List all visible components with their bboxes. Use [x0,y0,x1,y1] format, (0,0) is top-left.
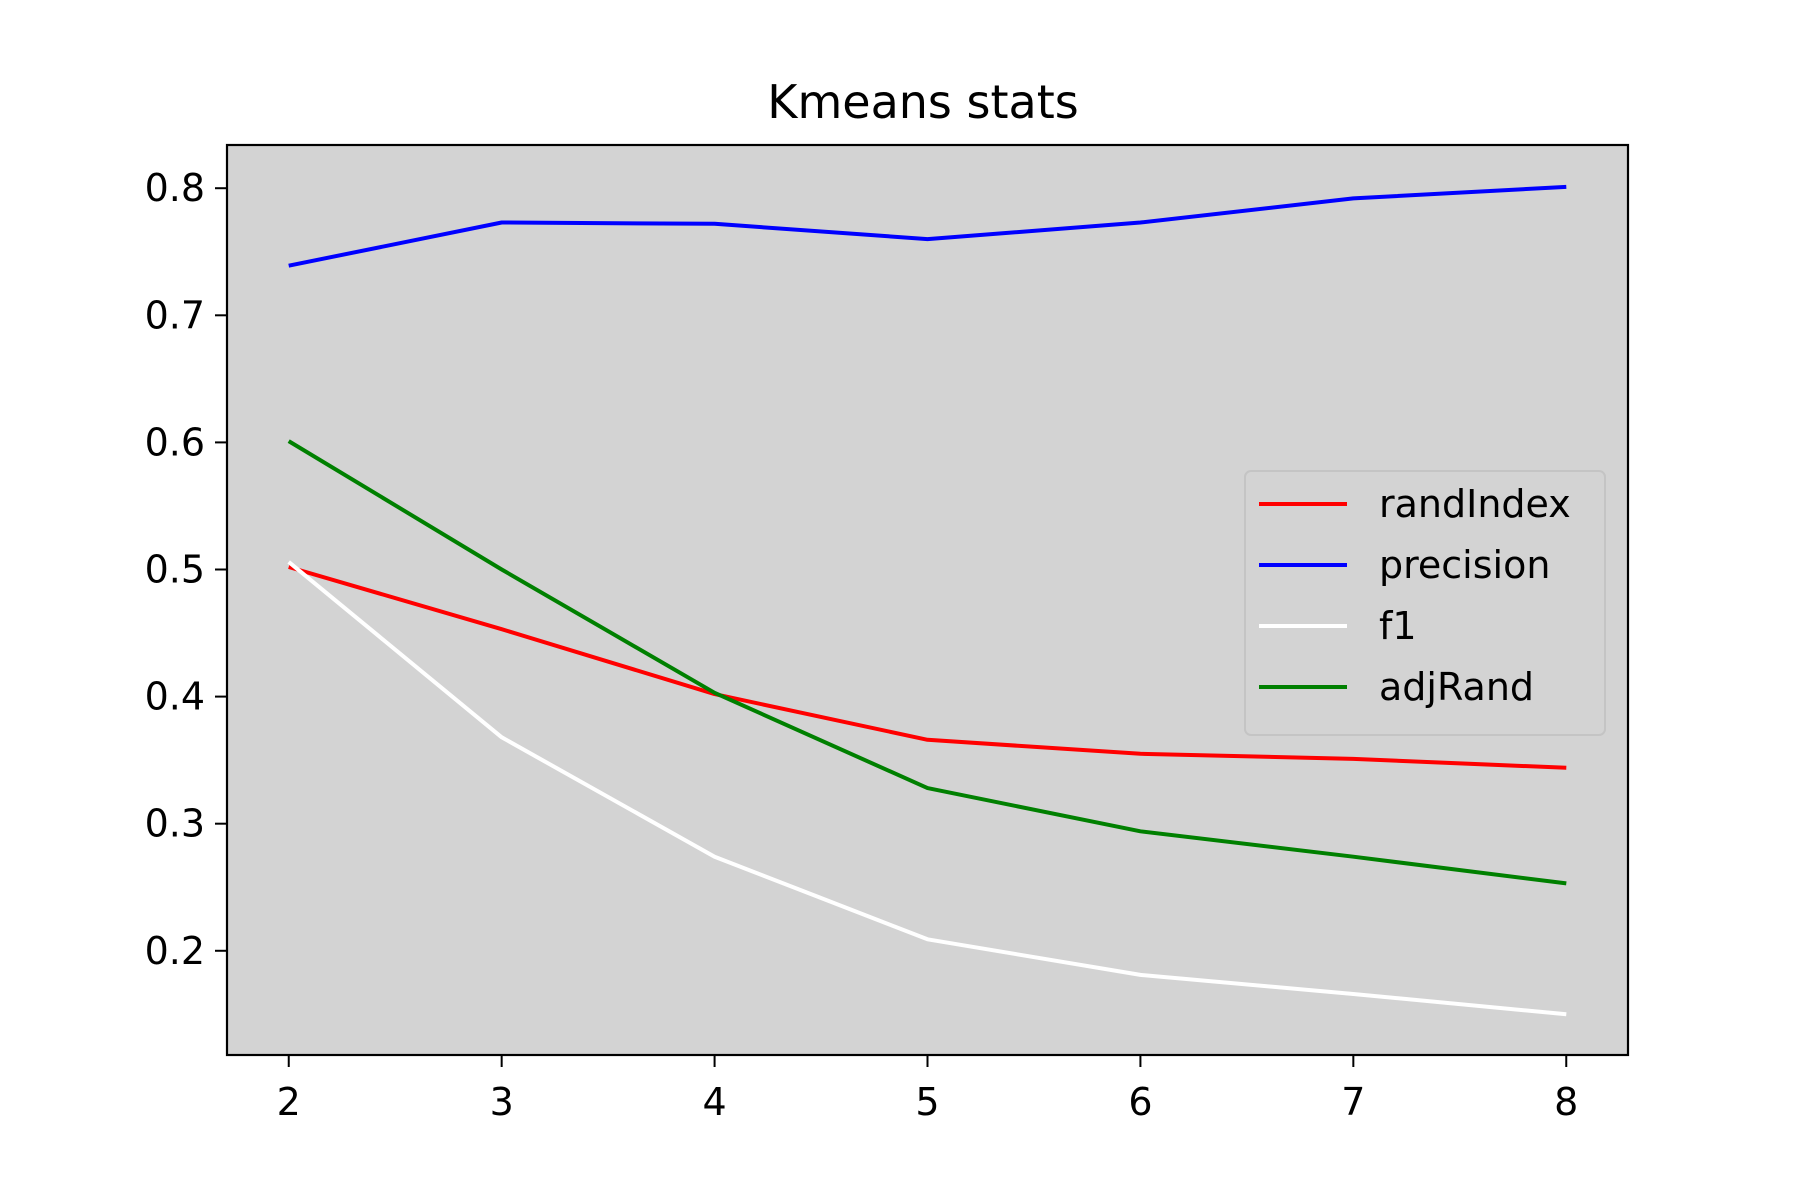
y-tick-label: 0.8 [145,166,205,210]
x-tick-label: 5 [915,1080,939,1124]
series-line-precision [288,184,1567,268]
x-axis: 2 3 4 5 6 7 8 [277,1055,1578,1124]
x-tick-label: 3 [490,1080,514,1124]
y-tick-label: 0.7 [145,293,205,337]
y-tick-label: 0.3 [145,802,205,846]
x-tick-label: 7 [1341,1080,1365,1124]
y-axis: 0.2 0.3 0.4 0.5 0.6 0.7 0.8 [145,166,227,973]
x-tick-label: 4 [702,1080,726,1124]
y-tick-label: 0.6 [145,420,205,464]
legend: randIndex precision f1 adjRand [1244,470,1606,736]
legend-box [1244,470,1606,736]
legend-label-f1: f1 [1379,604,1417,648]
chart-title: Kmeans stats [767,75,1078,129]
legend-label-precision: precision [1379,543,1550,587]
y-tick-label: 0.5 [145,547,205,591]
series-line-adjRand [287,439,1567,886]
series-line-f1 [287,560,1567,1017]
x-tick-label: 6 [1128,1080,1152,1124]
x-tick-label: 2 [277,1080,301,1124]
legend-label-adjRand: adjRand [1379,665,1534,709]
series-line-randIndex [288,565,1567,770]
y-tick-label: 0.4 [145,675,205,719]
legend-label-randIndex: randIndex [1379,482,1571,526]
x-tick-label: 8 [1554,1080,1578,1124]
y-tick-label: 0.2 [145,929,205,973]
series-layer [287,184,1567,1017]
